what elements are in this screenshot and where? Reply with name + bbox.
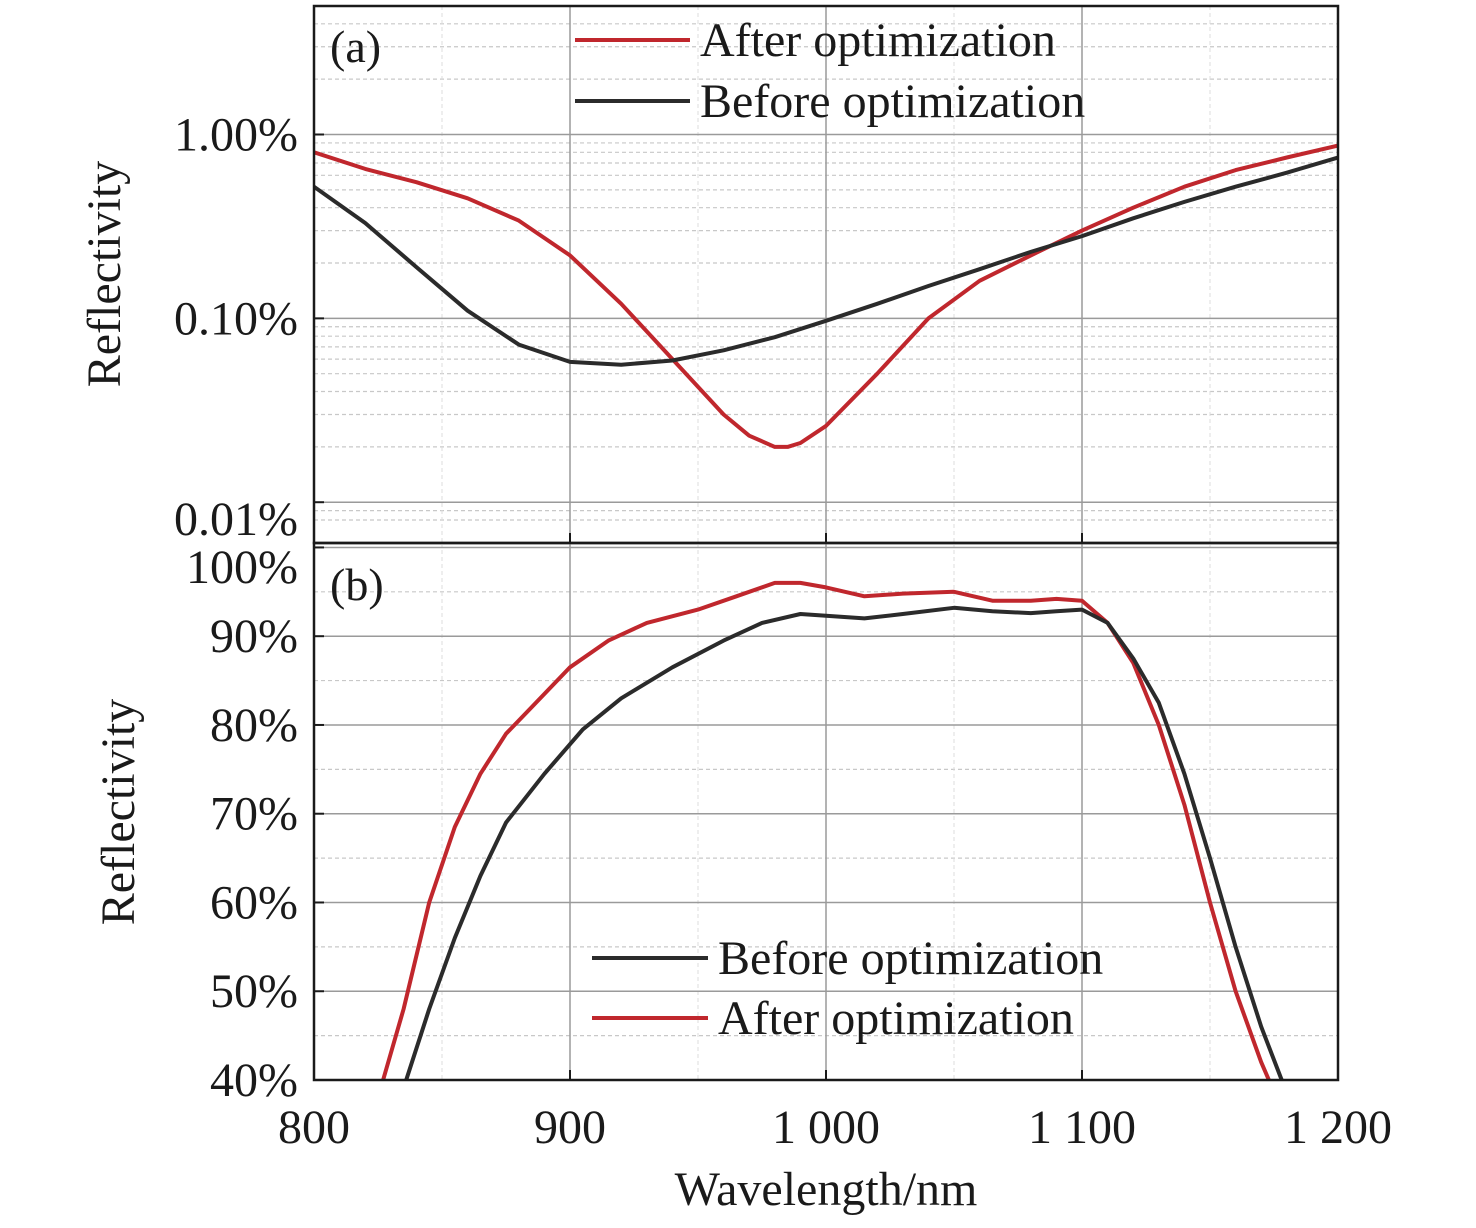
y-axis-label: Reflectivity (92, 699, 145, 926)
y-axis-label: Reflectivity (78, 161, 131, 388)
x-tick-label: 1 000 (772, 1101, 880, 1154)
y-tick-label: 60% (210, 876, 298, 929)
legend-entry: After optimization (700, 14, 1056, 67)
y-tick-label: 90% (210, 610, 298, 663)
y-tick-label: 0.10% (174, 292, 298, 345)
legend-entry: Before optimization (718, 932, 1103, 985)
legend-entry: Before optimization (700, 75, 1085, 128)
x-tick-label: 1 200 (1284, 1101, 1392, 1154)
y-tick-label: 100% (186, 541, 298, 594)
y-tick-label: 40% (210, 1054, 298, 1107)
y-tick-label: 0.01% (174, 493, 298, 546)
y-tick-label: 50% (210, 965, 298, 1018)
x-tick-label: 900 (534, 1101, 606, 1154)
x-axis-label: Wavelength/nm (675, 1163, 978, 1216)
y-tick-label: 70% (210, 788, 298, 841)
panel-b: 40% 50% 60% 70% 80% 90% 100% Reflectivity (b) Bef… (92, 541, 1340, 1107)
legend: After optimization Before optimization (575, 14, 1085, 128)
y-tick-label: 80% (210, 699, 298, 752)
panel-a: 0.01% 0.10% 1.00% Reflectivity (a) After opti… (78, 4, 1340, 546)
x-tick-label: 1 100 (1028, 1101, 1136, 1154)
series-line-before-optimization (404, 605, 1284, 1080)
series-line-after-optimization (314, 143, 1338, 449)
x-axis-ticks: 800 900 1 000 1 100 1 200 (278, 533, 1392, 1154)
legend-entry: After optimization (718, 992, 1074, 1045)
y-tick-label: 1.00% (174, 109, 298, 162)
series-line-after-optimization (381, 580, 1271, 1080)
panel-label: (b) (330, 559, 384, 610)
panel-label: (a) (330, 21, 381, 72)
legend: Before optimization After optimization (592, 932, 1103, 1045)
series-line-before-optimization (314, 155, 1338, 367)
x-tick-label: 800 (278, 1101, 350, 1154)
